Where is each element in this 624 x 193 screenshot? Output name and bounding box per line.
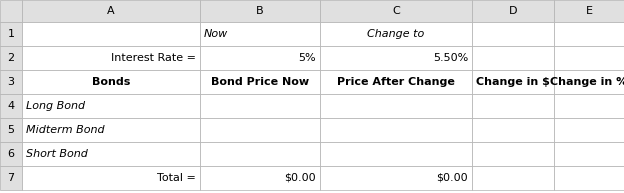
Bar xyxy=(200,46,320,70)
Bar xyxy=(0,118,22,142)
Bar xyxy=(320,22,472,46)
Bar xyxy=(22,46,200,70)
Bar xyxy=(472,22,554,46)
Bar xyxy=(200,118,320,142)
Text: 7: 7 xyxy=(7,173,14,183)
Text: E: E xyxy=(585,6,593,16)
Bar xyxy=(554,94,624,118)
Bar xyxy=(320,142,472,166)
Bar xyxy=(554,70,624,94)
Bar xyxy=(320,46,472,70)
Text: 1: 1 xyxy=(7,29,14,39)
Bar xyxy=(200,142,320,166)
Bar xyxy=(22,94,200,118)
Text: $0.00: $0.00 xyxy=(436,173,468,183)
Bar xyxy=(320,118,472,142)
Text: Bond Price Now: Bond Price Now xyxy=(211,77,309,87)
Text: Now: Now xyxy=(204,29,228,39)
Bar xyxy=(320,94,472,118)
Text: Total =: Total = xyxy=(157,173,196,183)
Text: Short Bond: Short Bond xyxy=(26,149,88,159)
Text: 3: 3 xyxy=(7,77,14,87)
Text: 5%: 5% xyxy=(298,53,316,63)
Bar xyxy=(22,166,200,190)
Text: Midterm Bond: Midterm Bond xyxy=(26,125,105,135)
Text: 4: 4 xyxy=(7,101,14,111)
Text: Price After Change: Price After Change xyxy=(337,77,455,87)
Bar xyxy=(472,118,554,142)
Text: 2: 2 xyxy=(7,53,14,63)
Bar xyxy=(200,22,320,46)
Bar xyxy=(472,70,554,94)
Bar xyxy=(22,22,200,46)
Text: 5.50%: 5.50% xyxy=(433,53,468,63)
Bar xyxy=(472,166,554,190)
Bar xyxy=(472,0,554,22)
Bar xyxy=(22,118,200,142)
Bar xyxy=(472,94,554,118)
Bar xyxy=(320,0,472,22)
Bar xyxy=(554,22,624,46)
Bar xyxy=(0,70,22,94)
Bar xyxy=(200,94,320,118)
Bar xyxy=(200,0,320,22)
Bar xyxy=(320,70,472,94)
Text: Bonds: Bonds xyxy=(92,77,130,87)
Text: Change in $: Change in $ xyxy=(476,77,550,87)
Text: Change to: Change to xyxy=(368,29,424,39)
Bar xyxy=(320,166,472,190)
Bar xyxy=(0,22,22,46)
Text: $0.00: $0.00 xyxy=(285,173,316,183)
Bar xyxy=(22,70,200,94)
Text: 6: 6 xyxy=(7,149,14,159)
Bar xyxy=(554,46,624,70)
Bar xyxy=(554,166,624,190)
Bar xyxy=(200,70,320,94)
Text: Change in %: Change in % xyxy=(550,77,624,87)
Bar xyxy=(0,142,22,166)
Text: 5: 5 xyxy=(7,125,14,135)
Bar xyxy=(554,142,624,166)
Bar xyxy=(554,118,624,142)
Text: Long Bond: Long Bond xyxy=(26,101,85,111)
Text: A: A xyxy=(107,6,115,16)
Text: D: D xyxy=(509,6,517,16)
Bar xyxy=(0,0,22,22)
Text: B: B xyxy=(256,6,264,16)
Text: Interest Rate =: Interest Rate = xyxy=(111,53,196,63)
Bar xyxy=(0,94,22,118)
Bar xyxy=(0,166,22,190)
Bar xyxy=(472,46,554,70)
Bar xyxy=(554,0,624,22)
Text: C: C xyxy=(392,6,400,16)
Bar xyxy=(200,166,320,190)
Bar xyxy=(22,0,200,22)
Bar xyxy=(472,142,554,166)
Bar xyxy=(0,46,22,70)
Bar xyxy=(22,142,200,166)
